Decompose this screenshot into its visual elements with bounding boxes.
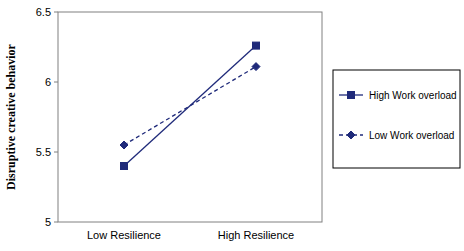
y-tick-label: 5.5 — [36, 146, 51, 158]
y-tick-label: 5 — [45, 216, 51, 228]
x-tick-label: High Resilience — [218, 229, 294, 241]
x-tick-label: Low Resilience — [87, 229, 161, 241]
series-line — [124, 46, 256, 166]
y-tick — [54, 152, 58, 153]
y-tick-label: 6.5 — [36, 6, 51, 18]
legend-label: High Work overload — [369, 90, 457, 101]
data-point — [121, 163, 128, 170]
legend-label: Low Work overload — [369, 130, 454, 141]
data-point — [253, 42, 260, 49]
data-point — [252, 63, 260, 71]
legend-box — [333, 70, 460, 168]
chart: 5 5.5 6 6.5 Low Resilience High Resilience Dis… — [0, 0, 464, 251]
y-tick — [54, 12, 58, 13]
plot-marks — [120, 42, 260, 169]
data-point — [120, 141, 128, 149]
legend-marker — [347, 131, 355, 139]
y-tick — [54, 82, 58, 83]
y-axis-title: Disruptive creative behavior — [4, 43, 18, 189]
series-line — [124, 67, 256, 145]
y-tick — [54, 222, 58, 223]
chart-container: 5 5.5 6 6.5 Low Resilience High Resilience Dis… — [0, 0, 464, 251]
legend-marker — [348, 92, 355, 99]
y-tick-label: 6 — [45, 76, 51, 88]
plot-frame — [58, 12, 322, 222]
